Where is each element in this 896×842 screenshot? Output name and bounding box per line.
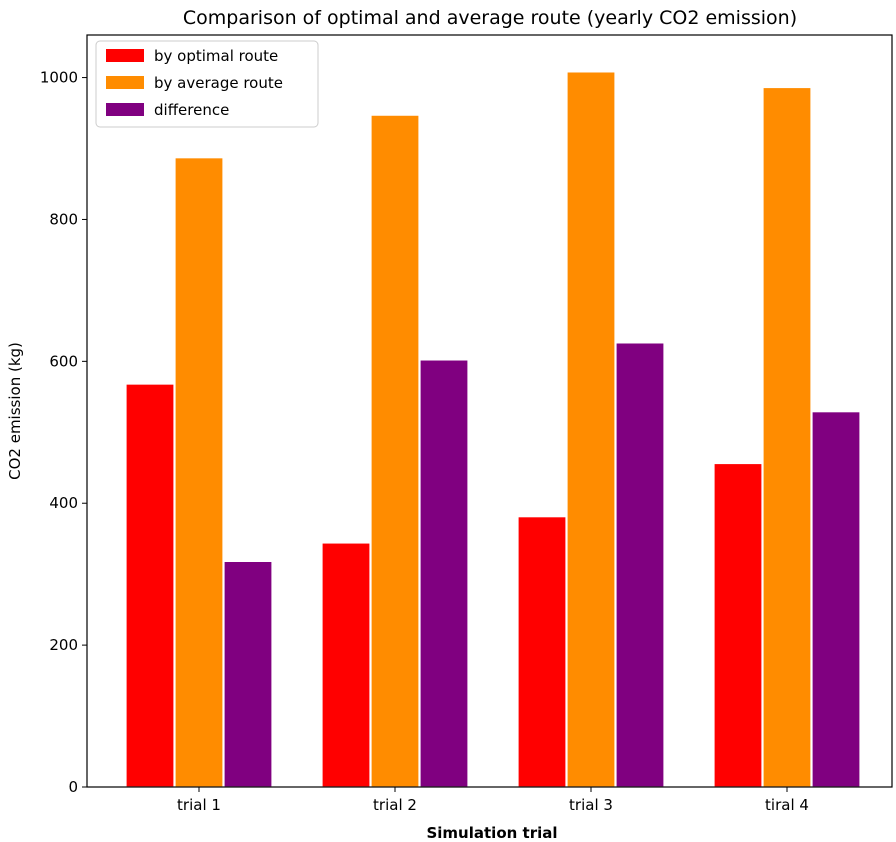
y-tick-label: 1000 xyxy=(40,69,78,87)
bar-difference-trial-3 xyxy=(615,342,665,788)
legend-swatch xyxy=(106,49,144,62)
legend: by optimal route by average route differen… xyxy=(95,40,319,128)
chart-title: Comparison of optimal and average route … xyxy=(183,7,797,29)
x-tick-label: trial 2 xyxy=(373,796,417,814)
y-tick-label: 600 xyxy=(49,352,78,370)
bar-by-average-route-tiral-4 xyxy=(762,86,812,788)
bar-by-average-route-trial-3 xyxy=(566,71,616,788)
legend-label: by optimal route xyxy=(154,47,278,65)
axes-group: trial 1 trial 2 trial 3 tiral 4 0 200 400 600 80… xyxy=(40,34,893,814)
plot-frame xyxy=(86,34,893,788)
bar-difference-trial-2 xyxy=(419,359,469,788)
y-tick-label: 200 xyxy=(49,636,78,654)
bar-by-optimal-route-trial-3 xyxy=(517,516,567,788)
legend-label: by average route xyxy=(154,74,283,92)
y-axis-label: CO2 emission (kg) xyxy=(6,342,24,480)
bars-group xyxy=(125,71,861,788)
bar-by-optimal-route-trial-2 xyxy=(321,542,371,788)
x-tick-label: tiral 4 xyxy=(765,796,809,814)
legend-box xyxy=(95,40,319,128)
y-tick-label: 800 xyxy=(49,210,78,228)
bar-by-optimal-route-trial-1 xyxy=(125,383,175,788)
y-tick-label: 0 xyxy=(68,778,78,796)
x-tick-label: trial 3 xyxy=(569,796,613,814)
bar-difference-tiral-4 xyxy=(811,411,861,788)
y-tick-label: 400 xyxy=(49,494,78,512)
legend-label: difference xyxy=(154,101,229,119)
bar-difference-trial-1 xyxy=(223,560,273,788)
legend-swatch xyxy=(106,103,144,116)
bar-by-average-route-trial-1 xyxy=(174,157,224,788)
bar-by-average-route-trial-2 xyxy=(370,114,420,788)
bar-by-optimal-route-tiral-4 xyxy=(713,462,763,788)
x-axis-label: Simulation trial xyxy=(426,824,557,842)
x-tick-label: trial 1 xyxy=(177,796,221,814)
legend-swatch xyxy=(106,76,144,89)
